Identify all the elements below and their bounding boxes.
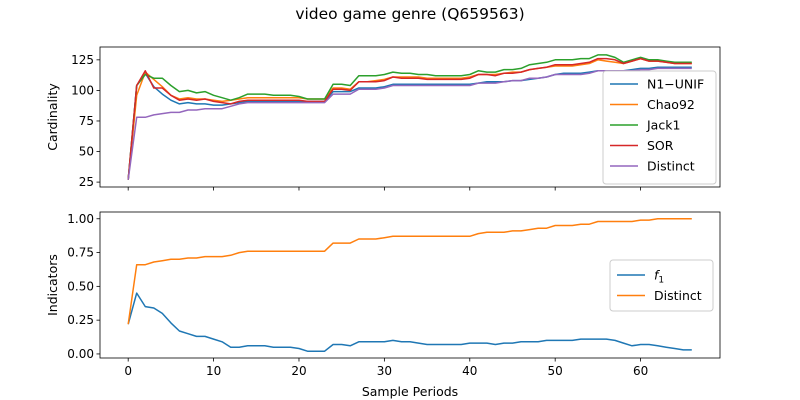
y-tick-label: 0.25 <box>67 313 94 327</box>
series-line-0 <box>127 292 692 352</box>
y-tick-label: 125 <box>71 53 94 67</box>
y-tick-label: 0.00 <box>67 347 94 361</box>
y-tick-label: 50 <box>79 145 94 159</box>
legend-label-3: SOR <box>647 138 674 153</box>
cardinality-panel: 25 50 75 100 125 Cardinality N1−UNIF Chao92 Jack… <box>45 46 721 191</box>
series-line-1 <box>127 218 692 325</box>
y-axis-label: Indicators <box>45 254 60 316</box>
series-line-1 <box>127 57 692 180</box>
x-tick-label: 30 <box>377 364 392 378</box>
axes-frame <box>99 211 721 359</box>
legend-label-0: N1−UNIF <box>647 77 704 92</box>
y-tick-label: 100 <box>71 83 94 97</box>
y-tick-label: 25 <box>79 175 94 189</box>
legend-label-1: Distinct <box>654 288 702 303</box>
y-tick-label: 75 <box>79 114 94 128</box>
series-line-2 <box>127 54 692 180</box>
y-axis-label: Cardinality <box>45 83 60 151</box>
y-tick-label: 0.50 <box>67 279 94 293</box>
x-tick-label: 20 <box>291 364 306 378</box>
series-line-4 <box>127 67 692 180</box>
legend-box <box>609 259 714 312</box>
y-tick-label: 0.75 <box>67 246 94 260</box>
figure-title: video game genre (Q659563) <box>295 5 524 23</box>
legend: N1−UNIF Chao92 Jack1 SOR Distinct <box>602 70 717 185</box>
x-axis-label: Sample Periods <box>362 384 458 399</box>
x-tick-label: 0 <box>124 364 132 378</box>
legend: f1 Distinct <box>609 259 714 312</box>
x-tick-label: 40 <box>462 364 477 378</box>
x-tick-label: 50 <box>548 364 563 378</box>
indicators-panel: 0.00 0.25 0.50 0.75 1.00 0 10 20 30 40 50 60 Indicat… <box>45 211 721 399</box>
x-tick-label: 10 <box>206 364 221 378</box>
series-line-3 <box>127 57 692 180</box>
legend-label-0: f1 <box>654 268 664 286</box>
y-tick-label: 1.00 <box>67 212 94 226</box>
legend-label-2: Jack1 <box>646 118 680 133</box>
x-tick-label: 60 <box>633 364 648 378</box>
legend-box <box>602 70 717 185</box>
legend-label-4: Distinct <box>647 159 695 174</box>
legend-label-1: Chao92 <box>647 97 695 112</box>
axes-frame <box>99 46 721 188</box>
